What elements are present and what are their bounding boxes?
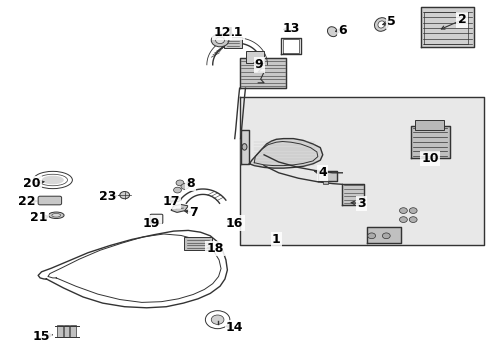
Polygon shape bbox=[410, 126, 449, 158]
Ellipse shape bbox=[327, 27, 337, 37]
Text: 19: 19 bbox=[142, 217, 160, 230]
Polygon shape bbox=[420, 7, 473, 47]
Text: 13: 13 bbox=[282, 22, 299, 35]
Text: 15: 15 bbox=[33, 330, 50, 343]
FancyBboxPatch shape bbox=[224, 37, 242, 48]
FancyBboxPatch shape bbox=[38, 196, 61, 205]
FancyBboxPatch shape bbox=[414, 120, 443, 130]
Text: 21: 21 bbox=[30, 211, 48, 224]
Polygon shape bbox=[239, 58, 285, 88]
FancyBboxPatch shape bbox=[70, 325, 76, 337]
Text: 10: 10 bbox=[421, 152, 438, 165]
Polygon shape bbox=[281, 38, 300, 54]
Circle shape bbox=[205, 311, 229, 329]
Polygon shape bbox=[366, 227, 400, 243]
Circle shape bbox=[408, 217, 416, 222]
Polygon shape bbox=[170, 198, 181, 202]
Text: 5: 5 bbox=[386, 15, 395, 28]
Circle shape bbox=[211, 315, 224, 324]
Polygon shape bbox=[171, 204, 188, 212]
FancyBboxPatch shape bbox=[150, 214, 163, 224]
Text: 11: 11 bbox=[225, 26, 243, 39]
Circle shape bbox=[215, 37, 224, 44]
Circle shape bbox=[181, 184, 188, 189]
Circle shape bbox=[399, 217, 407, 222]
Circle shape bbox=[176, 180, 183, 186]
Ellipse shape bbox=[242, 144, 246, 150]
Text: 3: 3 bbox=[357, 197, 366, 210]
Ellipse shape bbox=[377, 21, 384, 28]
Ellipse shape bbox=[52, 213, 61, 217]
Ellipse shape bbox=[48, 212, 64, 219]
Text: 2: 2 bbox=[457, 13, 466, 26]
Polygon shape bbox=[342, 184, 364, 205]
FancyBboxPatch shape bbox=[245, 51, 263, 63]
Text: 18: 18 bbox=[206, 242, 224, 255]
Polygon shape bbox=[241, 130, 249, 164]
Circle shape bbox=[211, 34, 228, 47]
Text: 12: 12 bbox=[213, 26, 231, 39]
Text: 23: 23 bbox=[99, 190, 116, 203]
Text: 17: 17 bbox=[162, 195, 180, 208]
Text: 4: 4 bbox=[318, 166, 326, 179]
Circle shape bbox=[399, 208, 407, 213]
Text: 7: 7 bbox=[188, 206, 197, 219]
Polygon shape bbox=[239, 97, 483, 245]
FancyBboxPatch shape bbox=[57, 325, 63, 337]
Ellipse shape bbox=[38, 174, 67, 186]
Text: 9: 9 bbox=[254, 58, 263, 71]
Polygon shape bbox=[249, 139, 322, 168]
Circle shape bbox=[173, 187, 181, 193]
Bar bbox=[322, 181, 327, 184]
Ellipse shape bbox=[374, 18, 387, 31]
Circle shape bbox=[408, 208, 416, 213]
Text: 1: 1 bbox=[271, 233, 280, 246]
Text: 16: 16 bbox=[225, 217, 243, 230]
Text: 20: 20 bbox=[23, 177, 41, 190]
Polygon shape bbox=[317, 171, 337, 181]
FancyBboxPatch shape bbox=[63, 325, 69, 337]
Circle shape bbox=[382, 233, 389, 239]
Circle shape bbox=[120, 192, 129, 199]
Ellipse shape bbox=[41, 176, 63, 184]
Ellipse shape bbox=[33, 171, 72, 189]
FancyBboxPatch shape bbox=[184, 237, 211, 250]
Text: 8: 8 bbox=[186, 177, 195, 190]
Text: 14: 14 bbox=[225, 321, 243, 334]
Text: 22: 22 bbox=[18, 195, 36, 208]
Circle shape bbox=[367, 233, 375, 239]
Text: 6: 6 bbox=[337, 24, 346, 37]
